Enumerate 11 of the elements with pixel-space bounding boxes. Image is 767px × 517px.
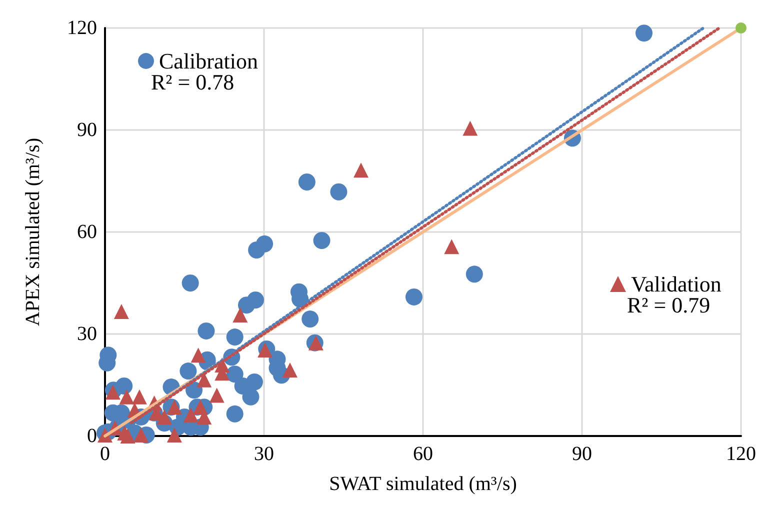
y-tick-label: 90 [77, 119, 97, 141]
y-axis-title: APEX simulated (m³/s) [22, 138, 44, 326]
x-tick-label: 120 [726, 443, 756, 465]
y-tick-label: 0 [87, 425, 97, 447]
y-tick-label: 30 [77, 323, 97, 345]
y-tick-label: 60 [77, 221, 97, 243]
x-tick-label: 60 [413, 443, 433, 465]
x-axis-title: SWAT simulated (m³/s) [329, 473, 517, 495]
y-tick-label: 120 [67, 17, 97, 39]
x-tick-label: 30 [254, 443, 274, 465]
x-tick-label: 90 [572, 443, 592, 465]
